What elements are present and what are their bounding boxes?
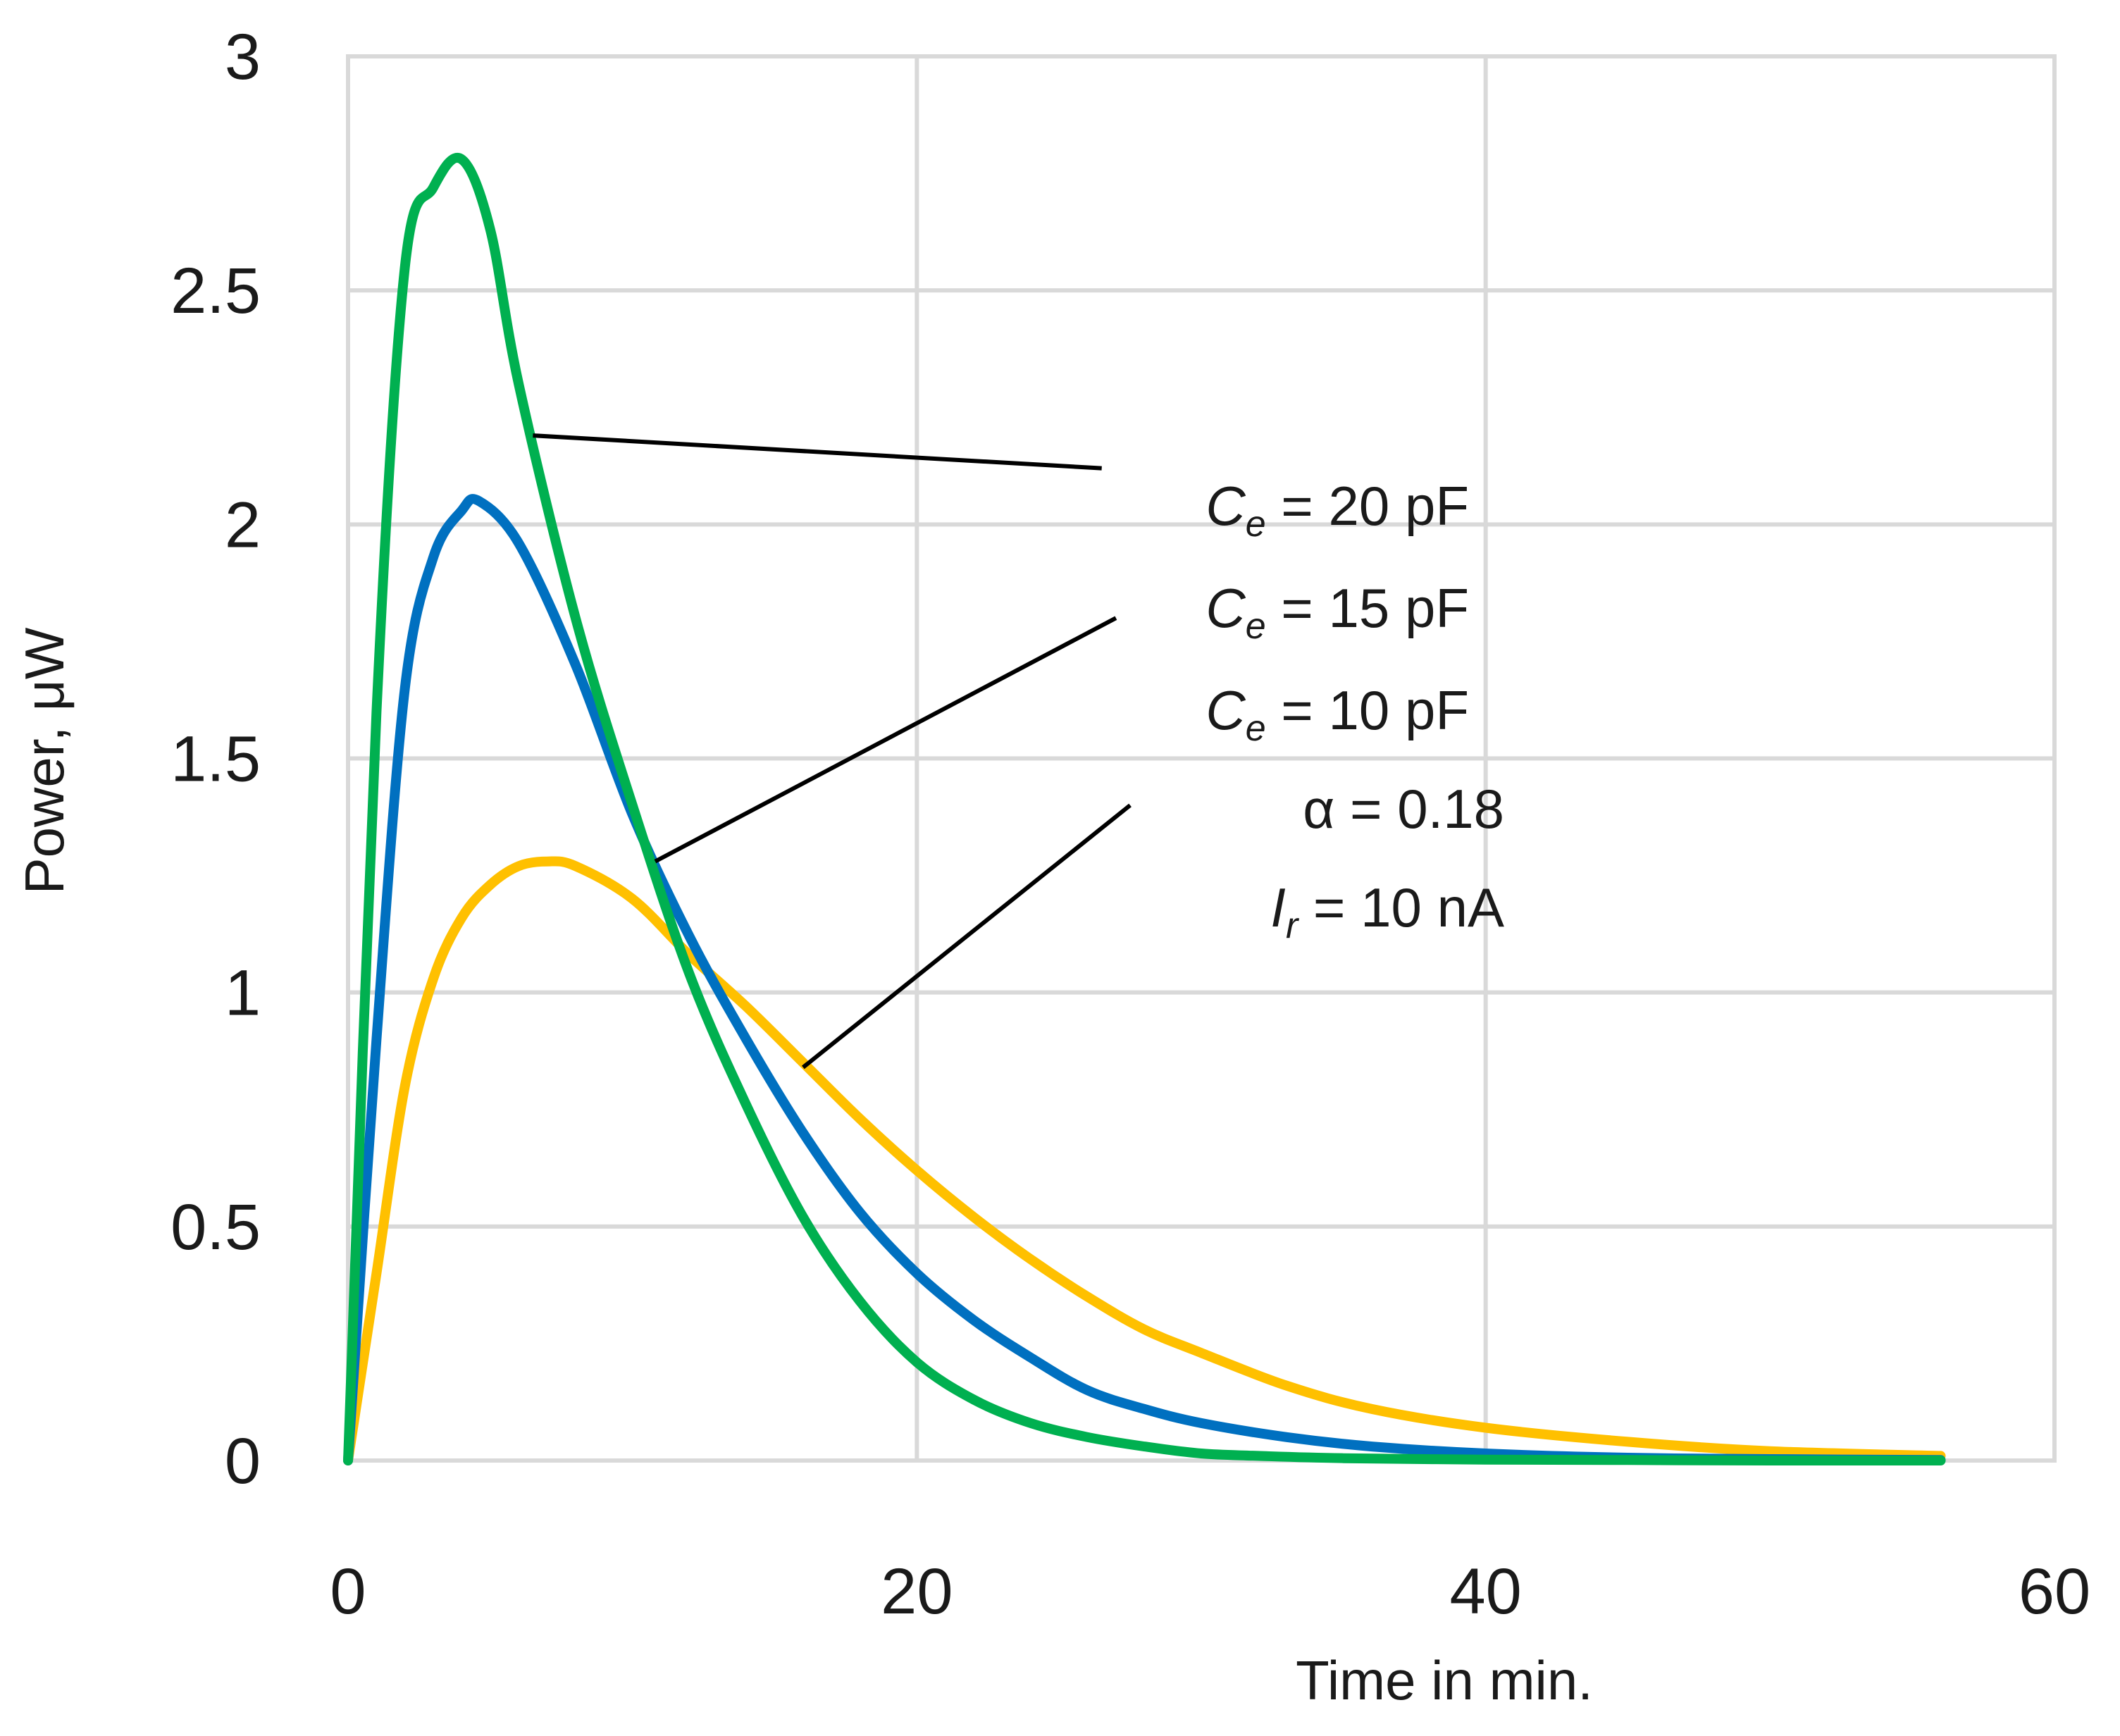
annotation-line: Ce = 15 pF — [1205, 577, 1469, 647]
leader-line — [654, 616, 1117, 864]
annotation-variable: C — [1205, 475, 1246, 537]
leader-line — [801, 803, 1132, 1070]
leader-line — [533, 433, 1102, 471]
x-tick-label: 20 — [881, 1556, 953, 1628]
annotation-line: Ce = 20 pF — [1205, 475, 1469, 545]
series-layer — [343, 153, 1946, 1466]
annotation-value: α = 0.18 — [1303, 778, 1504, 840]
y-tick-label: 2.5 — [171, 255, 261, 327]
x-tick-label: 60 — [2019, 1556, 2090, 1628]
y-tick-label: 0 — [225, 1425, 261, 1497]
annotation-subscript: r — [1286, 905, 1300, 946]
x-tick-labels: 0 20 40 60 — [330, 1556, 2090, 1628]
annotation-variable: I — [1270, 876, 1286, 938]
plot-area-border — [346, 54, 2057, 1463]
annotation-variable: C — [1205, 679, 1246, 741]
y-tick-labels: 0 0.5 1 1.5 2 2.5 3 — [171, 21, 261, 1497]
annotation-subscript: e — [1246, 708, 1266, 749]
series-line-ce-10pf — [343, 856, 1946, 1465]
y-tick-label: 1 — [225, 957, 261, 1029]
annotation-value: = 10 pF — [1266, 679, 1469, 741]
annotation-value: = 20 pF — [1266, 475, 1469, 537]
y-tick-label: 1.5 — [171, 724, 261, 795]
x-tick-label: 40 — [1449, 1556, 1521, 1628]
leader-layer — [533, 433, 1132, 1070]
annotation-line: α = 0.18 — [1303, 778, 1504, 840]
annotation-line: Ir = 10 nA — [1270, 876, 1504, 946]
annotation-value: = 10 nA — [1298, 876, 1504, 938]
series-line-ce-20pf — [343, 153, 1946, 1466]
grid-layer — [346, 54, 2057, 1463]
annotation-variable: C — [1205, 577, 1246, 639]
x-tick-label: 0 — [330, 1556, 366, 1628]
y-tick-label: 3 — [225, 21, 261, 93]
y-tick-label: 0.5 — [171, 1191, 261, 1263]
annotation-value: = 15 pF — [1266, 577, 1469, 639]
y-tick-label: 2 — [225, 489, 261, 561]
annotation-subscript: e — [1246, 504, 1266, 545]
x-axis-title: Time in min. — [1296, 1649, 1593, 1711]
annotation-subscript: e — [1246, 606, 1266, 647]
series-line-ce-15pf — [343, 494, 1946, 1465]
annotation-line: Ce = 10 pF — [1205, 679, 1469, 749]
y-axis-title: Power, μW — [13, 627, 75, 894]
